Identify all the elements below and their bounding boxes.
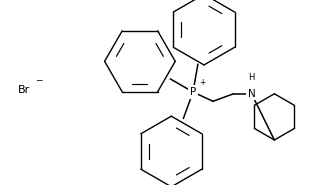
Text: H: H	[248, 73, 255, 82]
Text: P: P	[190, 87, 196, 97]
Text: −: −	[35, 75, 42, 85]
Text: Br: Br	[18, 85, 30, 95]
Text: +: +	[199, 78, 205, 87]
Text: N: N	[248, 89, 256, 99]
